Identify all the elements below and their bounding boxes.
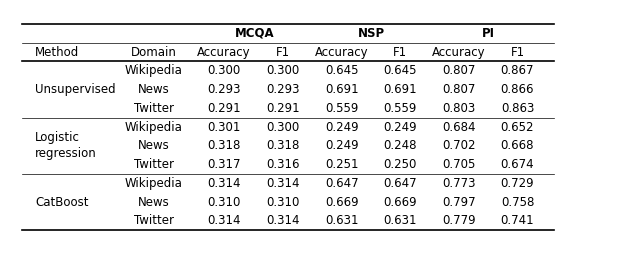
Text: Domain: Domain [131,46,177,59]
Text: 0.866: 0.866 [500,83,534,96]
Text: CatBoost: CatBoost [35,196,89,209]
Text: 0.691: 0.691 [383,83,417,96]
Text: 0.691: 0.691 [325,83,358,96]
Text: 0.291: 0.291 [266,102,300,115]
Text: 0.249: 0.249 [325,121,358,134]
Text: 0.314: 0.314 [207,177,241,190]
Text: 0.669: 0.669 [383,196,417,209]
Text: 0.705: 0.705 [442,158,476,171]
Text: 0.702: 0.702 [442,139,476,152]
Text: 0.674: 0.674 [500,158,534,171]
Text: 0.317: 0.317 [207,158,241,171]
Text: 0.249: 0.249 [383,121,417,134]
Text: 0.559: 0.559 [325,102,358,115]
Text: 0.300: 0.300 [207,64,241,77]
Text: 0.300: 0.300 [267,121,300,134]
Text: 0.248: 0.248 [383,139,417,152]
Text: 0.314: 0.314 [207,214,241,227]
Text: 0.758: 0.758 [500,196,534,209]
Text: Accuracy: Accuracy [432,46,486,59]
Text: 0.647: 0.647 [325,177,358,190]
Text: 0.310: 0.310 [266,196,300,209]
Text: 0.559: 0.559 [383,102,417,115]
Text: 0.684: 0.684 [442,121,476,134]
Text: News: News [138,139,170,152]
Text: 0.318: 0.318 [207,139,241,152]
Text: 0.249: 0.249 [325,139,358,152]
Text: 0.797: 0.797 [442,196,476,209]
Text: 0.807: 0.807 [442,83,476,96]
Text: 0.310: 0.310 [207,196,241,209]
Text: 0.669: 0.669 [325,196,358,209]
Text: Twitter: Twitter [134,102,173,115]
Text: F1: F1 [510,46,525,59]
Text: 0.645: 0.645 [383,64,417,77]
Text: 0.647: 0.647 [383,177,417,190]
Text: MCQA: MCQA [235,27,274,40]
Text: 0.250: 0.250 [383,158,417,171]
Text: 0.779: 0.779 [442,214,476,227]
Text: 0.867: 0.867 [500,64,534,77]
Text: F1: F1 [393,46,407,59]
Text: 0.301: 0.301 [207,121,241,134]
Text: 0.645: 0.645 [325,64,358,77]
Text: Twitter: Twitter [134,158,173,171]
Text: News: News [138,196,170,209]
Text: 0.729: 0.729 [500,177,534,190]
Text: 0.300: 0.300 [267,64,300,77]
Text: 0.314: 0.314 [266,177,300,190]
Text: 0.803: 0.803 [442,102,476,115]
Text: 0.631: 0.631 [325,214,358,227]
Text: 0.668: 0.668 [500,139,534,152]
Text: 0.807: 0.807 [442,64,476,77]
Text: F1: F1 [276,46,291,59]
Text: 0.741: 0.741 [500,214,534,227]
Text: Unsupervised: Unsupervised [35,83,116,96]
Text: NSP: NSP [358,27,385,40]
Text: 0.291: 0.291 [207,102,241,115]
Text: Wikipedia: Wikipedia [125,177,182,190]
Text: 0.293: 0.293 [266,83,300,96]
Text: 0.314: 0.314 [266,214,300,227]
Text: PI: PI [482,27,495,40]
Text: Twitter: Twitter [134,214,173,227]
Text: 0.863: 0.863 [500,102,534,115]
Text: Logistic
regression: Logistic regression [35,131,97,160]
Text: 0.652: 0.652 [500,121,534,134]
Text: Method: Method [35,46,79,59]
Text: 0.773: 0.773 [442,177,476,190]
Text: 0.318: 0.318 [266,139,300,152]
Text: 0.251: 0.251 [325,158,358,171]
Text: 0.316: 0.316 [266,158,300,171]
Text: Wikipedia: Wikipedia [125,121,182,134]
Text: 0.293: 0.293 [207,83,241,96]
Text: News: News [138,83,170,96]
Text: 0.631: 0.631 [383,214,417,227]
Text: Wikipedia: Wikipedia [125,64,182,77]
Text: Accuracy: Accuracy [197,46,251,59]
Text: Accuracy: Accuracy [315,46,369,59]
